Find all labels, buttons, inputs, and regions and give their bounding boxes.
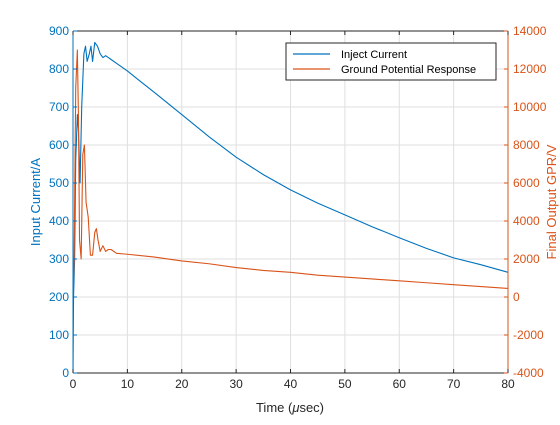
legend-box — [285, 42, 497, 81]
x-axis-label-part: Time ( — [256, 400, 293, 415]
legend-label-inject-current: Inject Current — [341, 49, 407, 61]
y-tick-label-right: -4000 — [513, 366, 544, 380]
y-tick-label-right: 14000 — [513, 24, 547, 38]
y-tick-label-right: 2000 — [513, 252, 540, 266]
y-tick-label-left: 400 — [49, 214, 69, 228]
series-line-ground-potential-response — [72, 49, 509, 298]
y-tick-label-left: 0 — [62, 366, 69, 380]
x-axis-label-mu: μ — [291, 400, 299, 415]
series-lines — [72, 41, 509, 374]
y-tick-label-right: 10000 — [513, 100, 547, 114]
x-axis-label: Time (μsec) — [256, 400, 324, 415]
x-tick-label: 30 — [229, 377, 243, 391]
x-tick-label: 10 — [121, 377, 135, 391]
x-tick-label: 50 — [338, 377, 352, 391]
y-tick-label-left: 500 — [49, 176, 69, 190]
grid-lines — [73, 31, 508, 373]
axes — [72, 30, 509, 374]
x-axis-label-part: sec) — [299, 400, 324, 415]
legend: Inject Current Ground Potential Response — [285, 42, 497, 81]
x-tick-label: 0 — [70, 377, 77, 391]
y-tick-label-right: 4000 — [513, 214, 540, 228]
y-tick-label-right: -2000 — [513, 328, 544, 342]
y-tick-label-right: 6000 — [513, 176, 540, 190]
x-tick-label: 20 — [175, 377, 189, 391]
x-tick-label: 60 — [393, 377, 407, 391]
y-tick-label-left: 600 — [49, 138, 69, 152]
x-tick-label: 70 — [447, 377, 461, 391]
x-tick-label: 40 — [284, 377, 298, 391]
y-tick-label-left: 200 — [49, 290, 69, 304]
y-axis-label-right: Final Output GPR/V — [544, 144, 559, 259]
y-axis-label-left: Input Current/A — [28, 158, 43, 246]
y-tick-label-right: 0 — [513, 290, 520, 304]
series-line-inject-current — [72, 41, 509, 374]
y-tick-label-left: 700 — [49, 100, 69, 114]
legend-label-ground-potential-response: Ground Potential Response — [341, 64, 476, 76]
y-tick-label-left: 300 — [49, 252, 69, 266]
y-tick-label-left: 800 — [49, 62, 69, 76]
y-tick-label-left: 100 — [49, 328, 69, 342]
y-tick-label-right: 12000 — [513, 62, 547, 76]
y-tick-label-right: 8000 — [513, 138, 540, 152]
tick-labels: 0 10 20 30 40 50 60 70 8001002003004005006007008… — [49, 24, 547, 391]
y-tick-label-left: 900 — [49, 24, 69, 38]
x-tick-label: 80 — [501, 377, 515, 391]
